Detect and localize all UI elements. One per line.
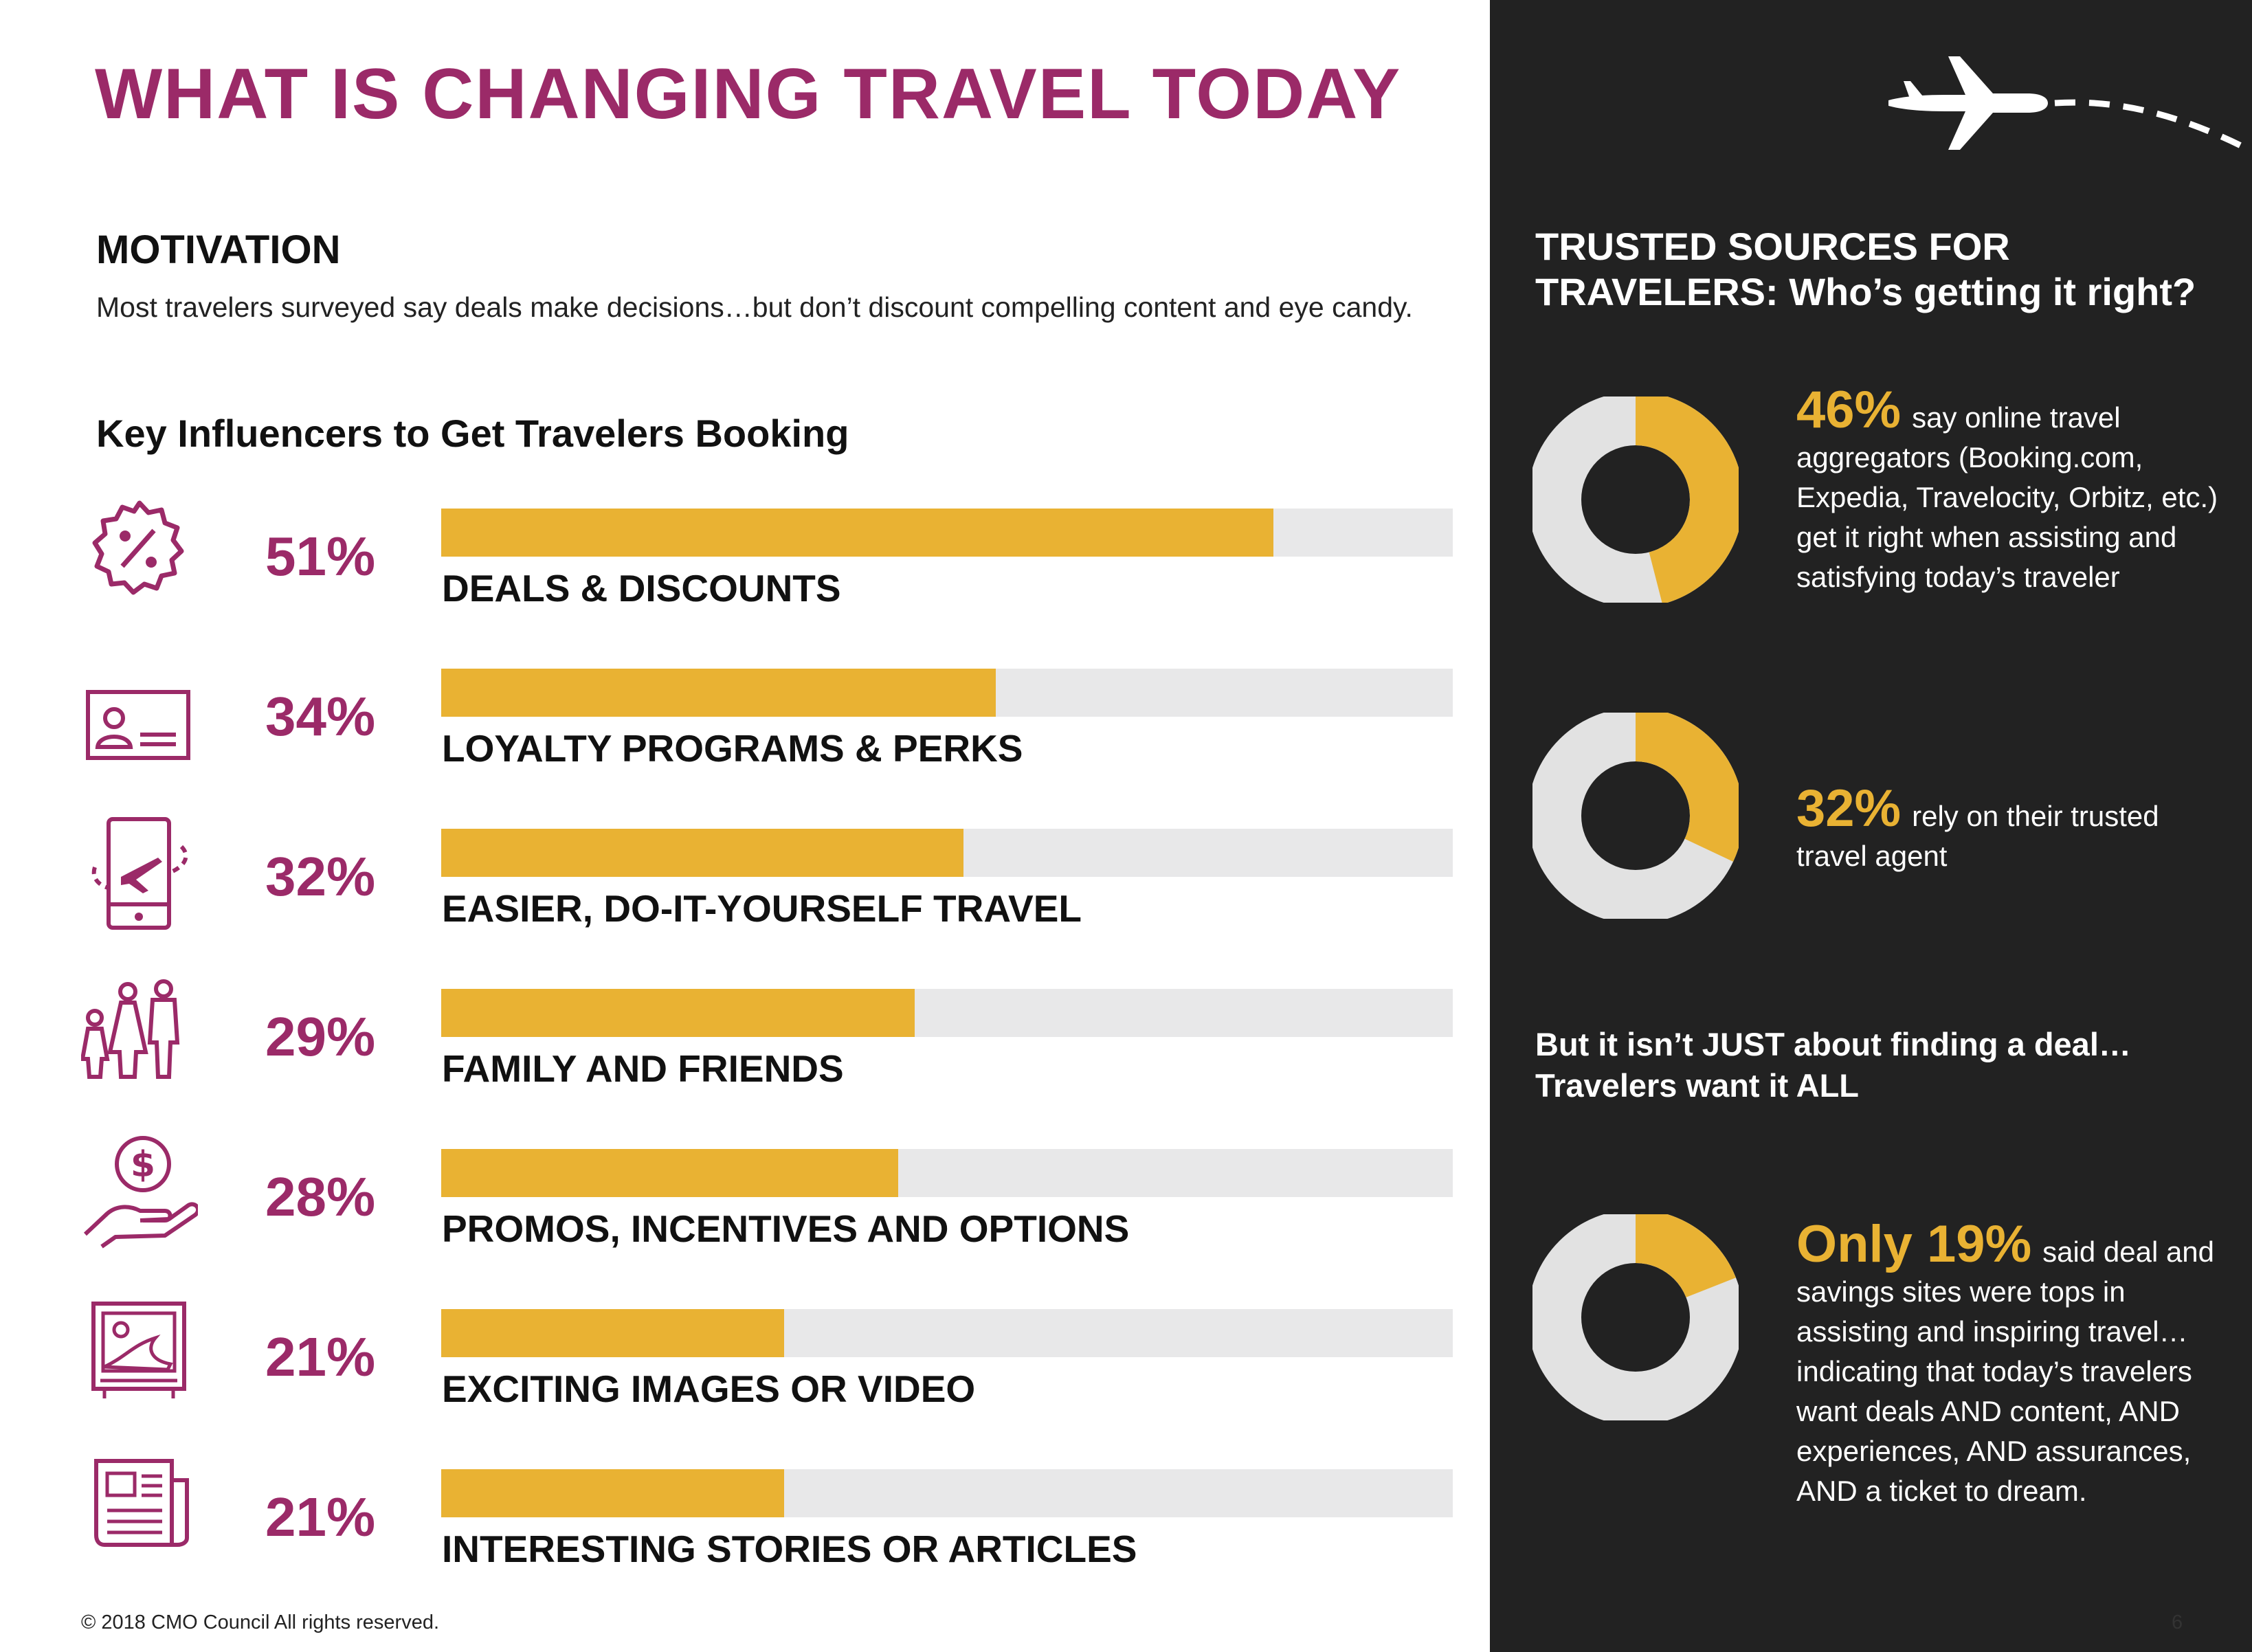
page-title: WHAT IS CHANGING TRAVEL TODAY: [95, 54, 1402, 134]
bar-track: [441, 829, 1453, 877]
bar-row-promos-incentives-and-options: $28% PROMOS, INCENTIVES AND OPTIONS: [0, 1136, 1490, 1285]
id-card-icon: [86, 690, 190, 760]
bar-value-label: 21%: [265, 1326, 376, 1387]
airplane-icon: [1888, 56, 2252, 155]
bar-category-label: EXCITING IMAGES OR VIDEO: [442, 1368, 976, 1410]
bar-fill: [441, 669, 996, 717]
donut-arc-deal-sites: [1634, 1214, 1736, 1299]
donut-arc-aggregators: [1634, 397, 1739, 603]
stat-deal-sites: Only 19% said deal and savings sites were…: [1796, 1215, 2215, 1508]
bar-fill: [441, 1149, 898, 1197]
bar-value-label: 21%: [265, 1486, 376, 1548]
copyright-text: © 2018 CMO Council All rights reserved.: [81, 1611, 440, 1633]
bar-row-family-and-friends: 29% FAMILY AND FRIENDS: [0, 979, 1490, 1125]
bar-row-exciting-images-or-video: 21% EXCITING IMAGES OR VIDEO: [0, 1302, 1490, 1445]
bar-fill: [441, 989, 915, 1037]
main-panel: [0, 0, 1490, 1652]
motivation-text: Most travelers surveyed say deals make d…: [96, 291, 1413, 323]
bar-value-label: 28%: [265, 1166, 376, 1227]
bar-fill: [441, 509, 1273, 557]
bar-category-label: LOYALTY PROGRAMS & PERKS: [442, 727, 1023, 770]
bar-value-label: 34%: [265, 686, 376, 747]
donut-chart-travel-agent: [1532, 713, 1739, 919]
motivation-heading: MOTIVATION: [96, 227, 341, 272]
bar-fill: [441, 1309, 784, 1357]
bar-row-easier-do-it-yourself-travel: 32% EASIER, DO-IT-YOURSELF TRAVEL: [0, 817, 1490, 965]
bar-value-label: 32%: [265, 846, 376, 907]
bar-category-label: DEALS & DISCOUNTS: [442, 567, 841, 610]
bar-track: [441, 669, 1453, 717]
bar-category-label: INTERESTING STORIES OR ARTICLES: [442, 1528, 1137, 1570]
bar-value-label: 51%: [265, 526, 376, 587]
stat-travel-agent: 32% rely on their trusted travel agent: [1796, 779, 2159, 873]
stat-aggregators: 46% say online travel aggregators (Bookin…: [1796, 381, 2218, 594]
sidebar-title: TRUSTED SOURCES FOR TRAVELERS: Who’s gett…: [1535, 225, 2196, 313]
discount-badge-icon: [92, 500, 184, 595]
bar-fill: [441, 1469, 784, 1517]
newspaper-icon: [94, 1459, 189, 1547]
money-hand-icon: $: [83, 1136, 198, 1249]
bar-row-deals-discounts: 51% DEALS & DISCOUNTS: [0, 500, 1490, 645]
image-frame-icon: [91, 1302, 186, 1398]
bar-track: [441, 1149, 1453, 1197]
svg-text:$: $: [131, 1144, 155, 1185]
bar-row-interesting-stories-or-articles: 21% INTERESTING STORIES OR ARTICLES: [0, 1459, 1490, 1605]
bar-value-label: 29%: [265, 1006, 376, 1067]
bar-track: [441, 1469, 1453, 1517]
bar-category-label: FAMILY AND FRIENDS: [442, 1047, 844, 1090]
family-icon: [81, 979, 180, 1079]
donut-chart-deal-sites: [1532, 1214, 1739, 1420]
tablet-plane-icon: [91, 817, 188, 930]
donut-arc-travel-agent: [1634, 713, 1739, 862]
bar-track: [441, 1309, 1453, 1357]
bar-category-label: EASIER, DO-IT-YOURSELF TRAVEL: [442, 887, 1082, 930]
bar-fill: [441, 829, 963, 877]
donut-chart-aggregators: [1532, 397, 1739, 603]
chart-title: Key Influencers to Get Travelers Booking: [96, 412, 849, 455]
bar-track: [441, 989, 1453, 1037]
bar-category-label: PROMOS, INCENTIVES AND OPTIONS: [442, 1207, 1130, 1250]
page-number: 6: [2172, 1611, 2183, 1633]
deal-heading: But it isn’t JUST about finding a deal… T…: [1535, 1026, 2131, 1104]
bar-track: [441, 509, 1453, 557]
bar-row-loyalty-programs-perks: 34% LOYALTY PROGRAMS & PERKS: [0, 667, 1490, 805]
